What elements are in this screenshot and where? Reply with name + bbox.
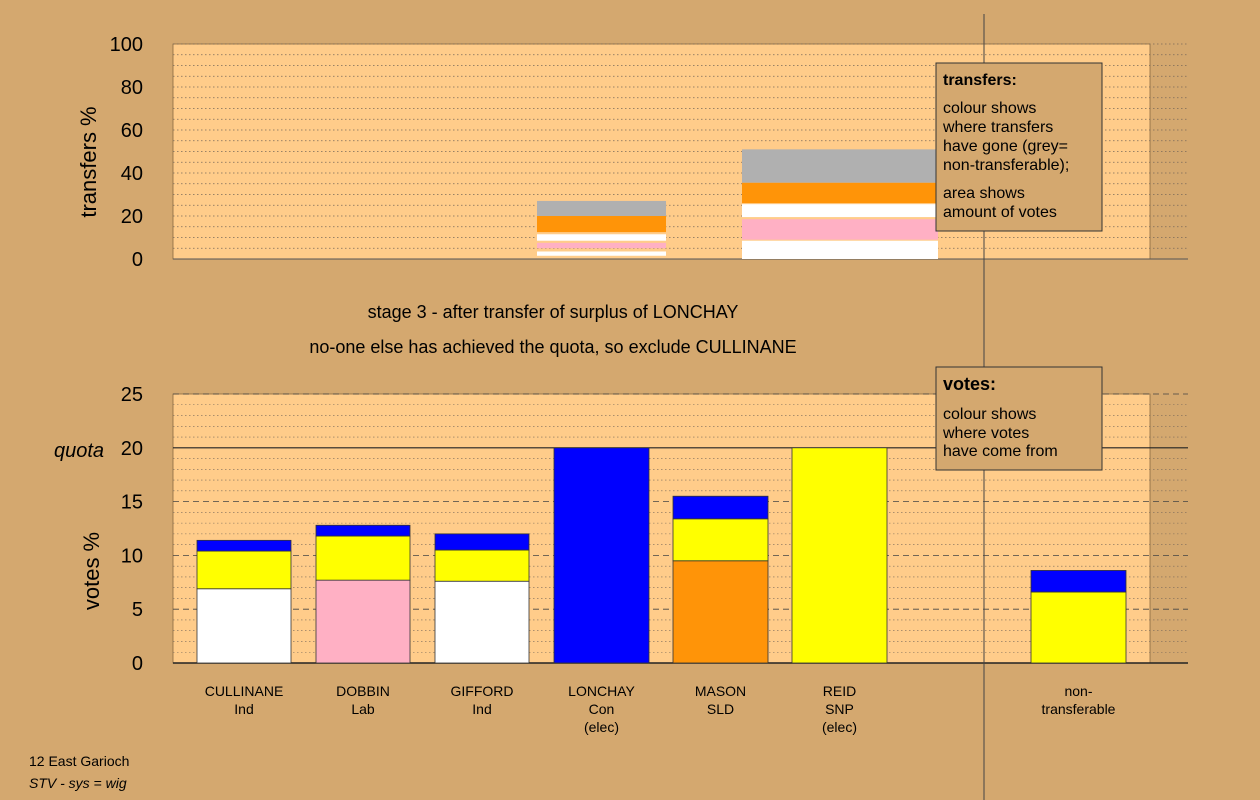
votes-y-axis-label: votes %	[79, 532, 104, 610]
transfer-segment-white	[537, 234, 666, 241]
votes-y-tick-label: 25	[121, 384, 143, 406]
transfer-segment-white	[742, 240, 938, 259]
vote-segment-white	[196, 588, 292, 664]
vote-segment-blue	[196, 539, 292, 552]
candidate-label: CULLINANE	[205, 683, 284, 699]
transfers-bars	[537, 149, 938, 259]
candidate-label: Ind	[472, 701, 491, 717]
exclusion-heading: no-one else has achieved the quota, so e…	[309, 337, 796, 357]
transfers-y-tick-label: 60	[121, 120, 143, 142]
transfers-legend-line: have gone (grey=	[943, 138, 1068, 155]
stage-heading: stage 3 - after transfer of surplus of L…	[368, 302, 739, 322]
candidate-label: REID	[823, 683, 856, 699]
candidate-label: Ind	[234, 701, 253, 717]
votes-y-tick-label: 5	[132, 599, 143, 621]
transfer-segment-pink	[742, 219, 938, 240]
quota-label: quota	[54, 440, 104, 462]
transfers-y-tick-label: 40	[121, 163, 143, 185]
vote-segment-yellow	[196, 550, 292, 590]
votes-y-tick-label: 20	[121, 438, 143, 460]
system-note: STV - sys = wig	[29, 775, 127, 791]
candidate-label: LONCHAY	[568, 683, 635, 699]
candidate-label: transferable	[1042, 701, 1116, 717]
transfers-legend-line: where transfers	[942, 119, 1053, 136]
transfer-segment-pink	[537, 242, 666, 249]
transfers-legend-box	[935, 62, 1103, 232]
vote-segment-blue	[672, 495, 769, 520]
vote-segment-yellow	[672, 518, 769, 562]
transfer-segment-white	[742, 204, 938, 218]
candidate-label: DOBBIN	[336, 683, 390, 699]
ward-name: 12 East Garioch	[29, 753, 129, 769]
transfers-gridlines	[173, 43, 1188, 260]
candidate-labels: CULLINANE Ind DOBBIN Lab GIFFORD Ind LONCHAY Co…	[205, 683, 1116, 735]
transfer-segment-white	[537, 251, 666, 256]
vote-segment-yellow	[434, 549, 530, 582]
votes-y-tick-label: 0	[132, 653, 143, 675]
transfers-y-ticks: 0 20 40 60 80 100	[110, 34, 143, 271]
votes-legend-line: colour shows	[943, 406, 1036, 423]
votes-legend-line: have come from	[943, 443, 1058, 460]
votes-y-tick-label: 15	[121, 492, 143, 514]
votes-y-tick-label: 10	[121, 545, 143, 567]
transfers-y-tick-label: 80	[121, 77, 143, 99]
votes-legend-line: where votes	[942, 425, 1029, 442]
candidate-label: SNP	[825, 701, 854, 717]
transfers-y-tick-label: 20	[121, 206, 143, 228]
vote-segment-orange	[672, 560, 769, 664]
candidate-label: (elec)	[584, 719, 619, 735]
vote-segment-yellow	[315, 535, 411, 581]
candidate-label: Con	[589, 701, 615, 717]
candidate-label: non-	[1064, 683, 1092, 699]
votes-legend-box	[935, 366, 1103, 471]
transfers-legend: transfers: colour shows where transfers …	[935, 62, 1103, 232]
transfers-y-axis-label: transfers %	[76, 106, 101, 217]
candidate-label: GIFFORD	[451, 683, 514, 699]
votes-bars	[196, 447, 1127, 664]
transfers-y-tick-label: 0	[132, 249, 143, 271]
votes-legend-title: votes:	[943, 374, 996, 394]
vote-segment-blue	[315, 524, 411, 537]
vote-segment-white	[434, 580, 530, 664]
transfer-segment-grey	[537, 200, 666, 216]
vote-segment-blue	[553, 447, 650, 664]
vote-segment-blue	[434, 533, 530, 551]
candidate-label: (elec)	[822, 719, 857, 735]
vote-segment-yellow	[791, 447, 888, 664]
votes-legend: votes: colour shows where votes have com…	[935, 366, 1103, 471]
transfers-legend-title: transfers:	[943, 72, 1017, 89]
vote-segment-blue	[1030, 570, 1127, 593]
transfers-legend-line: colour shows	[943, 100, 1036, 117]
vote-segment-yellow	[1030, 591, 1127, 664]
candidate-label: MASON	[695, 683, 746, 699]
votes-y-ticks: 0 5 10 15 20 25	[121, 384, 143, 675]
transfers-y-tick-label: 100	[110, 34, 143, 56]
transfer-segment-orange	[537, 216, 666, 233]
transfer-segment-orange	[742, 182, 938, 204]
vote-segment-pink	[315, 579, 411, 664]
transfer-segment-grey	[742, 149, 938, 183]
transfers-legend-line: area shows	[943, 185, 1025, 202]
candidate-label: Lab	[351, 701, 375, 717]
candidate-label: SLD	[707, 701, 734, 717]
transfers-legend-line: amount of votes	[943, 204, 1057, 221]
transfers-legend-line: non-transferable);	[943, 157, 1069, 174]
